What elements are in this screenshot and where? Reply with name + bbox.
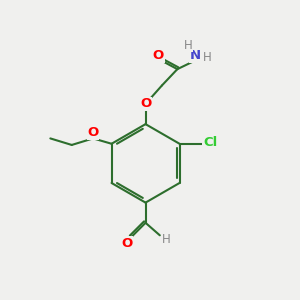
Text: O: O [88,126,99,139]
Text: O: O [121,237,132,250]
Text: H: H [162,233,171,246]
Text: O: O [140,98,151,110]
Text: N: N [190,49,201,62]
Text: H: H [203,51,212,64]
Text: H: H [184,39,192,52]
Text: Cl: Cl [203,136,217,149]
Text: O: O [153,49,164,62]
